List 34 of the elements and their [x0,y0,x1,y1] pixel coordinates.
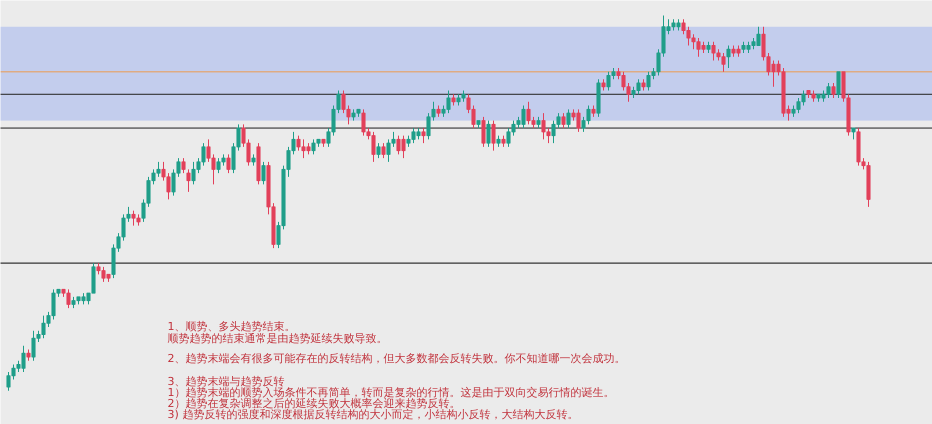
candlestick [26,348,31,362]
text: 3) 趋势反转的强度和深度根据反转结构的大小而定，小结构小反转，大结构大反转。 [168,408,578,421]
candlestick [186,168,191,192]
candlestick [706,41,711,54]
candlestick [381,142,386,159]
candlestick [491,120,496,152]
candlestick [851,128,856,140]
candlestick [536,116,541,129]
candlestick [836,71,841,99]
candlestick [226,154,231,174]
candlestick [251,154,256,166]
candlestick [726,45,731,69]
candlestick [181,158,186,174]
annotation: 3、趋势末端与趋势反转 [168,375,284,388]
candlestick [831,82,836,99]
candlestick [561,112,566,129]
annotation: 2、趋势末端会有很多可能存在的反转结构，但大多数都会反转失败。你不知道哪一次会成功。 [168,352,626,365]
annotation: 1、顺势、多头趋势结束。 [168,320,296,333]
candlestick [376,142,381,159]
annotation: 顺势趋势的结束通常是由趋势延续失败导致。 [168,332,388,345]
candlestick [451,94,456,106]
candlestick [591,105,596,118]
candlestick [436,105,441,118]
text: 2）趋势在复杂调整之后的延续失败大概率会迎来趋势反转。 [168,397,460,410]
candlestick [261,161,266,185]
candlestick [641,78,646,92]
annotation: 1）趋势末端的顺势入场条件不再简单，转而是复杂的行情。这是由于双向交易行情的诞生。 [168,386,614,399]
candlestick [496,135,501,148]
candlestick [486,120,491,148]
candlestick [501,135,506,148]
candlestick [566,108,571,129]
candlestick [601,78,606,92]
candlestick [421,128,426,144]
candlestick [481,116,486,148]
